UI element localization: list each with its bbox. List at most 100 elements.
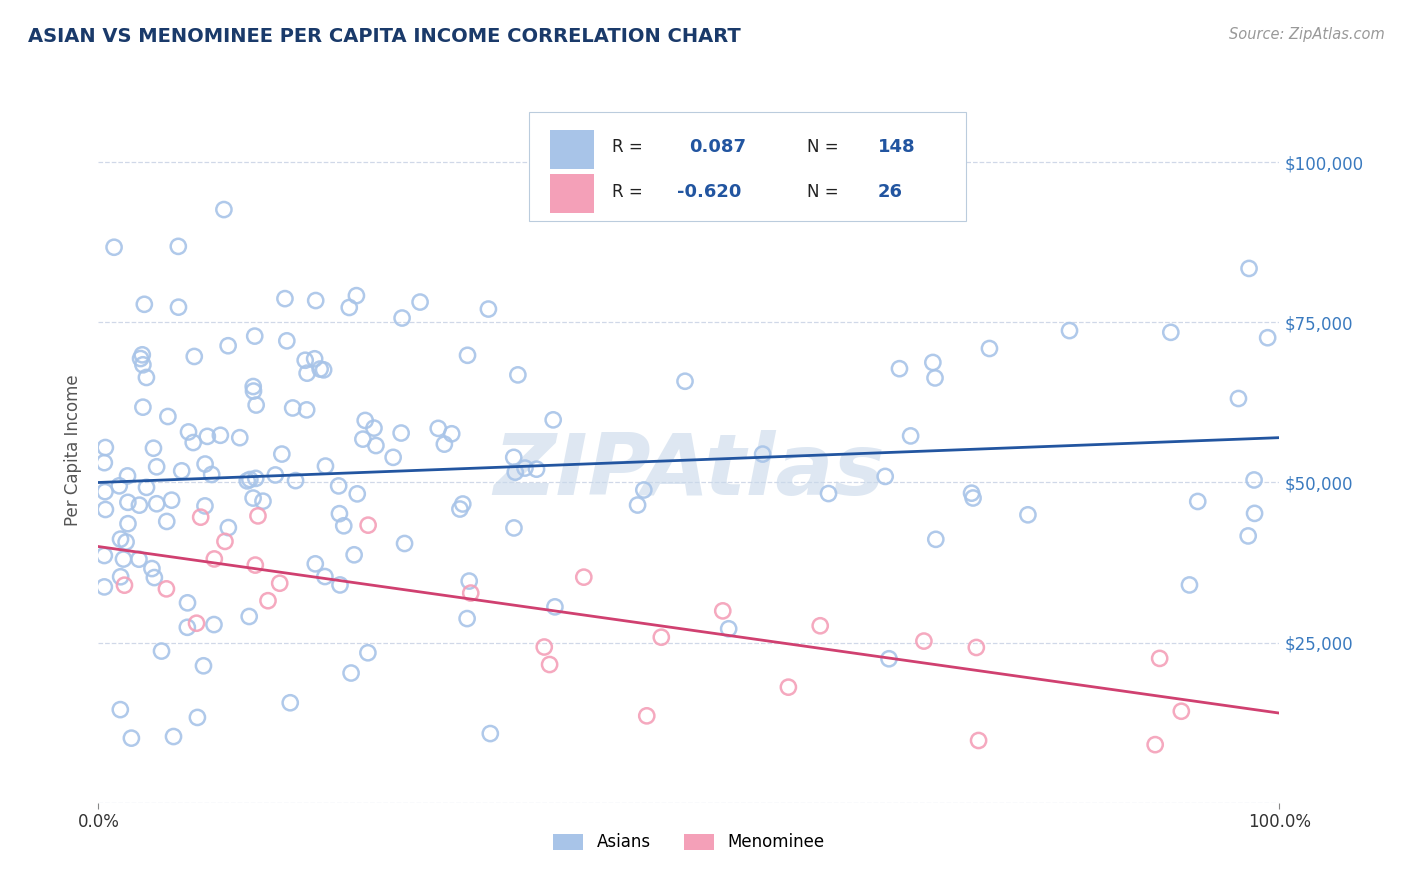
Point (352, 432, 374, 446)
Point (460, 586, 482, 600)
Point (900, 429, 922, 443)
Text: 148: 148 (877, 138, 915, 156)
Point (1237, 529, 1260, 543)
Text: Source: ZipAtlas.com: Source: ZipAtlas.com (1229, 27, 1385, 42)
Point (195, 429, 218, 443)
Point (673, 374, 696, 388)
Point (572, 570, 595, 584)
Point (538, 657, 561, 672)
Point (295, 366, 318, 380)
Point (246, 508, 269, 523)
Point (94, 441, 117, 455)
Point (1144, 738, 1167, 752)
Point (190, 510, 212, 524)
Point (877, 652, 900, 666)
Point (1059, 324, 1081, 338)
Point (202, 617, 225, 632)
Point (328, 507, 350, 521)
Point (314, 459, 336, 474)
Point (778, 680, 800, 694)
Point (284, 474, 307, 488)
Point (274, 292, 297, 306)
Text: R =: R = (612, 138, 643, 156)
Point (238, 609, 260, 624)
Point (678, 190, 700, 204)
Point (363, 421, 385, 435)
Point (93, 456, 115, 470)
Point (456, 611, 478, 625)
Point (114, 578, 136, 592)
Point (93, 580, 115, 594)
Point (633, 483, 655, 497)
Text: 26: 26 (877, 183, 903, 201)
Point (717, 622, 740, 636)
Point (252, 494, 274, 508)
Point (344, 288, 367, 302)
Point (201, 467, 224, 482)
Point (150, 644, 173, 658)
Point (626, 498, 648, 512)
Point (312, 363, 335, 377)
Point (186, 710, 208, 724)
Point (1160, 326, 1182, 340)
Point (132, 400, 155, 414)
Point (912, 634, 935, 648)
Point (751, 447, 773, 461)
Point (132, 358, 155, 372)
Text: R =: R = (612, 183, 643, 201)
Point (117, 469, 139, 483)
Point (979, 342, 1001, 356)
Point (217, 520, 239, 534)
Point (186, 616, 208, 631)
Point (533, 640, 555, 654)
Point (314, 569, 336, 583)
Point (183, 350, 205, 364)
Point (1237, 261, 1260, 276)
Point (142, 441, 165, 455)
Point (433, 437, 456, 451)
Point (131, 348, 153, 362)
Point (967, 733, 990, 747)
Point (513, 461, 536, 475)
Point (278, 696, 301, 710)
Point (1227, 392, 1250, 406)
Point (236, 474, 259, 488)
Point (329, 578, 352, 592)
Point (145, 459, 167, 474)
Point (181, 435, 204, 450)
Point (177, 425, 200, 439)
Point (541, 413, 564, 427)
Point (965, 640, 987, 655)
Point (217, 339, 239, 353)
Point (1187, 494, 1209, 508)
Point (243, 329, 266, 343)
Point (134, 297, 156, 311)
Point (128, 498, 150, 512)
Point (229, 431, 252, 445)
Point (110, 570, 132, 584)
Point (382, 450, 405, 465)
Point (141, 561, 163, 575)
Point (94, 502, 117, 516)
Point (544, 599, 567, 614)
Point (128, 552, 150, 566)
Point (340, 666, 363, 681)
Point (440, 426, 463, 441)
Point (110, 703, 132, 717)
Point (112, 552, 135, 566)
Point (960, 486, 983, 500)
Point (214, 534, 236, 549)
Point (1243, 507, 1265, 521)
Point (357, 518, 380, 533)
Point (343, 548, 366, 562)
Point (808, 619, 831, 633)
Point (304, 557, 326, 571)
Point (156, 409, 179, 424)
Point (962, 491, 984, 505)
Point (176, 620, 198, 634)
Bar (550, 174, 595, 213)
Point (650, 630, 672, 644)
Point (479, 726, 502, 740)
Point (1178, 578, 1201, 592)
Point (294, 353, 316, 368)
